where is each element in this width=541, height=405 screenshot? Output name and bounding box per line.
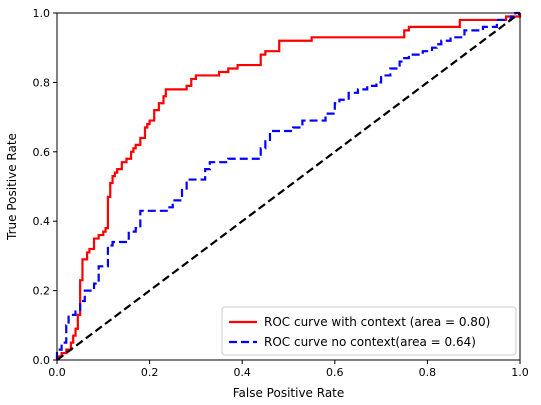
y-tick-label: 1.0 [33, 7, 51, 20]
x-tick-label: 0.6 [326, 366, 344, 379]
y-tick-label: 0.4 [33, 215, 51, 228]
x-axis-label: False Positive Rate [233, 386, 345, 400]
x-tick-label: 0.8 [419, 366, 437, 379]
y-tick-label: 0.2 [33, 285, 51, 298]
x-tick-label: 0.4 [233, 366, 251, 379]
y-axis-label: True Positive Rate [5, 133, 19, 241]
x-tick-label: 0.0 [48, 366, 66, 379]
legend-box [221, 306, 517, 356]
legend-label-with-context: ROC curve with context (area = 0.80) [264, 315, 490, 329]
roc-curve-no-context [55, 11, 520, 360]
roc-curve-with-context [55, 13, 522, 360]
series-group [55, 11, 522, 361]
chance-diagonal [56, 12, 521, 361]
x-tick-label: 0.2 [141, 366, 159, 379]
y-tick-label: 0.6 [33, 146, 51, 159]
x-tick-label: 1.0 [511, 366, 529, 379]
legend: ROC curve with context (area = 0.80) ROC… [221, 306, 517, 356]
y-tick-label: 0.0 [33, 354, 51, 367]
plot-frame [56, 12, 521, 361]
legend-label-no-context: ROC curve no context(area = 0.64) [264, 335, 476, 349]
y-tick-label: 0.8 [33, 76, 51, 89]
tick-group: 0.0 0.2 0.4 0.6 0.8 1.0 0.0 0.2 0.4 0.6 0.8 1.0 [33, 7, 529, 379]
